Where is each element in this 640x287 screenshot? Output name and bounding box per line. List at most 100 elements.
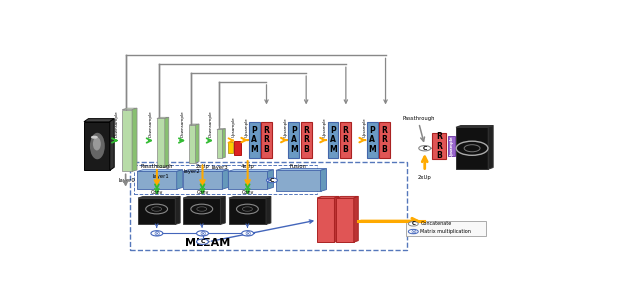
Polygon shape [137, 171, 177, 189]
Polygon shape [228, 170, 273, 171]
Text: R
R
B: R R B [264, 126, 269, 154]
Polygon shape [122, 108, 137, 110]
Text: layer3: layer3 [211, 165, 228, 170]
Text: Downsample: Downsample [180, 110, 185, 137]
Ellipse shape [90, 133, 105, 159]
Text: layer2: layer2 [184, 169, 200, 174]
Text: ⊗: ⊗ [244, 229, 251, 238]
Polygon shape [122, 110, 132, 171]
Text: Matrix multiplication: Matrix multiplication [420, 229, 471, 234]
Text: Upsample: Upsample [231, 117, 236, 137]
Polygon shape [138, 196, 180, 198]
Circle shape [266, 178, 277, 183]
Text: 2xUp: 2xUp [196, 164, 209, 169]
Polygon shape [157, 119, 165, 167]
Polygon shape [456, 127, 488, 169]
Bar [288, 122, 300, 158]
Bar [432, 133, 446, 159]
Text: P
A
M: P A M [290, 126, 298, 154]
Bar [228, 142, 233, 153]
Text: ⊗: ⊗ [199, 229, 205, 238]
Polygon shape [354, 196, 358, 242]
Text: Upsample: Upsample [323, 118, 327, 137]
Text: Fusion: Fusion [290, 164, 307, 168]
Polygon shape [276, 170, 321, 191]
Polygon shape [189, 125, 196, 163]
Polygon shape [317, 196, 339, 198]
Polygon shape [266, 196, 271, 224]
Polygon shape [337, 198, 354, 242]
Text: R
R
B: R R B [303, 126, 309, 154]
Polygon shape [165, 117, 169, 167]
Polygon shape [321, 168, 326, 191]
Polygon shape [222, 129, 225, 158]
Text: P
A
M: P A M [250, 126, 258, 154]
Text: ⊗: ⊗ [410, 228, 416, 234]
Bar [328, 122, 339, 158]
Bar [234, 141, 241, 155]
Text: MLEAM: MLEAM [186, 238, 230, 248]
Text: R
R
B: R R B [436, 132, 442, 160]
Text: P
A
M: P A M [329, 126, 337, 154]
Text: Downsample: Downsample [115, 110, 118, 137]
Text: Upsample: Upsample [449, 135, 454, 157]
Polygon shape [337, 196, 358, 198]
FancyBboxPatch shape [406, 220, 486, 236]
Polygon shape [182, 170, 228, 171]
Polygon shape [183, 198, 220, 224]
Polygon shape [157, 117, 169, 119]
Bar [367, 122, 378, 158]
Text: Upsample: Upsample [284, 118, 288, 137]
Polygon shape [229, 198, 266, 224]
Polygon shape [84, 119, 114, 122]
Circle shape [419, 146, 431, 151]
Text: Upsample: Upsample [362, 118, 366, 137]
Text: ⊗: ⊗ [154, 229, 160, 238]
Polygon shape [217, 129, 222, 158]
Text: C: C [412, 221, 415, 226]
Circle shape [408, 229, 419, 234]
Polygon shape [84, 122, 110, 170]
Polygon shape [177, 170, 182, 189]
Circle shape [242, 231, 253, 236]
Polygon shape [132, 108, 137, 171]
Bar [448, 136, 455, 156]
Text: Downsample: Downsample [149, 110, 153, 137]
Circle shape [408, 222, 419, 226]
Text: R
R
B: R R B [381, 126, 387, 154]
Ellipse shape [93, 137, 101, 150]
Text: C: C [200, 239, 205, 244]
Text: 4xUp: 4xUp [241, 164, 255, 169]
Polygon shape [138, 198, 175, 224]
Text: layer1: layer1 [152, 174, 169, 179]
Text: C: C [269, 178, 274, 183]
Circle shape [91, 136, 98, 139]
Text: Passthrough: Passthrough [141, 164, 173, 169]
Text: layer0: layer0 [119, 178, 136, 183]
Bar [261, 122, 272, 158]
Polygon shape [229, 196, 271, 198]
Polygon shape [228, 171, 268, 189]
Bar [301, 122, 312, 158]
Polygon shape [222, 170, 228, 189]
Text: Downsample: Downsample [209, 110, 212, 137]
Polygon shape [189, 124, 199, 125]
Bar [340, 122, 351, 158]
Circle shape [196, 239, 209, 245]
Polygon shape [268, 170, 273, 189]
Bar [249, 122, 260, 158]
Polygon shape [137, 170, 182, 171]
Polygon shape [335, 196, 339, 242]
Text: Conv: Conv [150, 190, 163, 195]
Circle shape [196, 231, 209, 236]
Polygon shape [196, 124, 199, 163]
Bar [379, 122, 390, 158]
Text: Conv: Conv [241, 190, 254, 195]
Text: R
R
B: R R B [342, 126, 348, 154]
Polygon shape [110, 119, 114, 170]
Polygon shape [175, 196, 180, 224]
Text: 2xUp: 2xUp [418, 175, 431, 180]
Polygon shape [317, 198, 335, 242]
Circle shape [151, 231, 163, 236]
Text: Conv: Conv [196, 190, 209, 195]
